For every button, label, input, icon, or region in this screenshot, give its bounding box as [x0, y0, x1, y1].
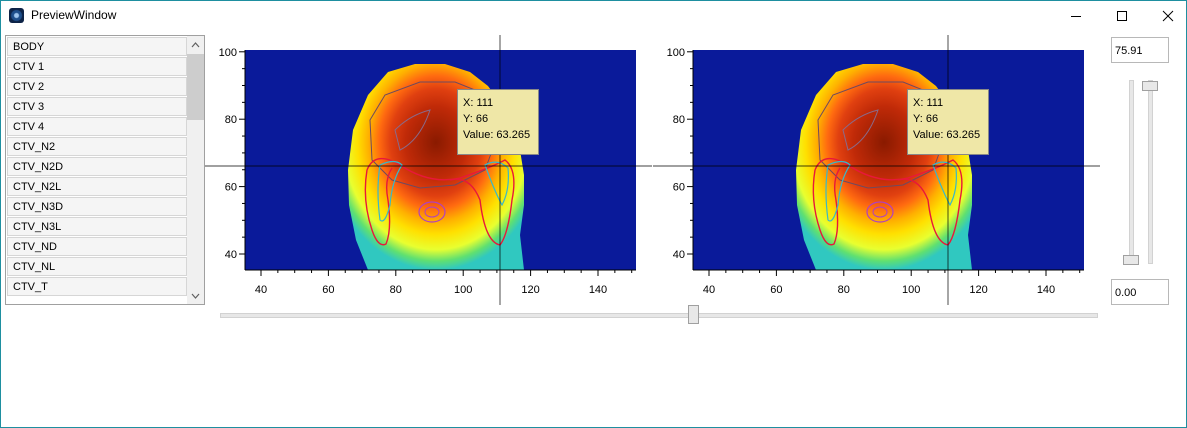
dose-plot: 40 60 80 100 120 140 40 60 80 100: [205, 35, 652, 305]
tooltip-y: Y: 66: [913, 113, 939, 125]
tooltip-x: X: 111: [463, 97, 494, 109]
list-item[interactable]: CTV_N2D: [7, 157, 187, 176]
title-bar: PreviewWindow: [1, 1, 1186, 30]
x-tick-label: 140: [1037, 284, 1055, 296]
tooltip-y: Y: 66: [463, 113, 489, 125]
contour-line: [484, 161, 509, 207]
minimize-icon: [1071, 15, 1081, 17]
x-tick-label: 120: [521, 284, 539, 296]
min-level-track[interactable]: [1129, 80, 1134, 264]
list-item[interactable]: CTV_ND: [7, 237, 187, 256]
contour-line: [394, 109, 431, 151]
maximize-icon: [1117, 10, 1127, 21]
list-item[interactable]: CTV 3: [7, 97, 187, 116]
scroll-up-button[interactable]: [187, 36, 204, 53]
window-title: PreviewWindow: [31, 8, 117, 22]
contour-line: [825, 160, 851, 222]
list-item[interactable]: CTV 2: [7, 77, 187, 96]
y-tick-label: 100: [667, 47, 685, 59]
x-tick-label: 100: [454, 284, 472, 296]
maximize-button[interactable]: [1099, 1, 1145, 30]
y-tick-label: 100: [219, 47, 237, 59]
x-tick-label: 60: [322, 284, 334, 296]
app-icon: [9, 8, 24, 23]
x-tick-label: 80: [838, 284, 850, 296]
contour-line: [842, 109, 879, 151]
contour-line: [814, 157, 963, 246]
y-tick-label: 60: [225, 182, 237, 194]
list-item[interactable]: BODY: [7, 37, 187, 56]
list-item[interactable]: CTV_N2: [7, 137, 187, 156]
max-value-field[interactable]: 75.91: [1111, 37, 1169, 63]
close-icon: [1162, 10, 1174, 21]
slice-slider-track[interactable]: [220, 313, 1098, 318]
y-tick-label: 40: [673, 249, 685, 261]
max-level-track[interactable]: [1148, 80, 1153, 264]
x-tick-label: 40: [255, 284, 267, 296]
x-tick-label: 60: [770, 284, 782, 296]
contour-line: [424, 206, 440, 218]
min-value-field[interactable]: 0.00: [1111, 279, 1169, 305]
contour-line: [932, 161, 957, 207]
x-tick-label: 120: [969, 284, 987, 296]
x-tick-label: 40: [703, 284, 715, 296]
y-tick-label: 80: [225, 114, 237, 126]
contour-line: [872, 206, 888, 218]
contour-line: [418, 201, 446, 223]
chevron-up-icon: [191, 41, 200, 47]
contour-line: [364, 167, 393, 246]
list-item[interactable]: CTV_N3L: [7, 217, 187, 236]
scroll-down-button[interactable]: [187, 287, 204, 304]
list-item[interactable]: CTV_T: [7, 277, 187, 296]
list-item[interactable]: CTV 1: [7, 57, 187, 76]
list-item[interactable]: CTV_N3D: [7, 197, 187, 216]
minimize-button[interactable]: [1053, 1, 1099, 30]
chevron-down-icon: [191, 293, 200, 299]
tooltip-value: Value: 63.265: [463, 129, 531, 141]
x-tick-label: 80: [390, 284, 402, 296]
y-tick-label: 80: [673, 114, 685, 126]
close-button[interactable]: [1145, 1, 1187, 30]
x-tick-label: 140: [589, 284, 607, 296]
list-scrollbar[interactable]: [187, 36, 204, 304]
list-item[interactable]: CTV 4: [7, 117, 187, 136]
dose-plot: 40 60 80 100 120 140 40 60 80 100: [653, 35, 1100, 305]
structure-list[interactable]: BODY CTV 1 CTV 2 CTV 3 CTV 4 CTV_N2 CTV_N2D CTV…: [5, 35, 205, 305]
scroll-thumb[interactable]: [187, 54, 204, 120]
min-level-handle[interactable]: [1123, 255, 1139, 265]
tooltip-x: X: 111: [913, 97, 944, 109]
tooltip-value: Value: 63.265: [913, 129, 981, 141]
slice-slider-handle[interactable]: [688, 305, 700, 324]
contour-line: [377, 160, 403, 222]
list-item[interactable]: CTV_N2L: [7, 177, 187, 196]
contour-line: [866, 201, 894, 223]
y-tick-label: 40: [225, 249, 237, 261]
list-item[interactable]: CTV_NL: [7, 257, 187, 276]
max-level-handle[interactable]: [1142, 81, 1158, 92]
contour-line: [812, 167, 841, 246]
value-tooltip: X: 111 Y: 66 Value: 63.265: [457, 89, 539, 155]
y-tick-label: 60: [673, 182, 685, 194]
value-tooltip: X: 111 Y: 66 Value: 63.265: [907, 89, 989, 155]
x-tick-label: 100: [902, 284, 920, 296]
contour-line: [366, 157, 515, 246]
